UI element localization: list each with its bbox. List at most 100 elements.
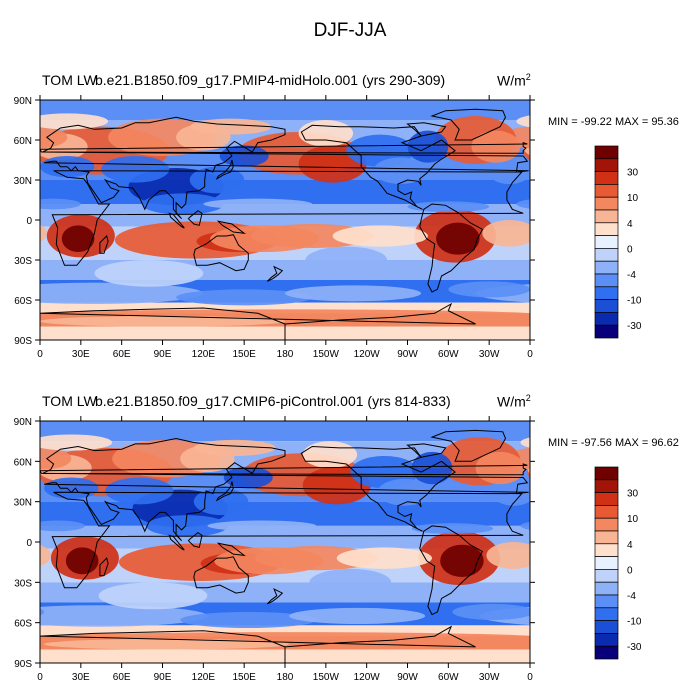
- lon-label: 120E: [192, 349, 216, 360]
- colorbar-label: 30: [627, 168, 639, 179]
- coastline-antarctica: [40, 625, 476, 663]
- field-contour: [40, 316, 285, 327]
- colorbar-label: 10: [627, 193, 639, 204]
- panel2-colorbar-box: [594, 492, 619, 506]
- field-contour: [520, 521, 530, 530]
- field-contour: [670, 445, 700, 472]
- field-contour: [684, 488, 700, 515]
- coastline-africa: [51, 491, 524, 589]
- lon-label: 150W: [313, 672, 340, 683]
- coastline-eurasia: [42, 437, 529, 542]
- panel1-colorbar-box: [594, 324, 619, 339]
- field-contour: [552, 225, 585, 252]
- colorbar-label: 4: [627, 540, 633, 551]
- lon-label: 90W: [397, 672, 418, 683]
- field-contour: [411, 451, 453, 485]
- figure-title: DJF-JJA: [313, 20, 387, 41]
- field-band: [40, 100, 530, 120]
- coastline-madagascar: [99, 557, 109, 577]
- field-contour: [40, 113, 109, 130]
- colorbar-label: -30: [627, 642, 642, 653]
- panel2-colorbar-box: [594, 620, 619, 634]
- field-contour: [0, 523, 3, 534]
- field-contour: [193, 488, 249, 516]
- field-contour: [40, 224, 47, 243]
- field-contour: [475, 451, 525, 485]
- lat-label: 30N: [14, 498, 32, 509]
- panel1-colorbar-box: [594, 209, 619, 224]
- panel1-colorbar-box: [594, 184, 619, 198]
- panel2-units: W/m2: [497, 393, 531, 410]
- panel2-case-title: b.e21.B1850.f09_g17.CMIP6-piControl.001 …: [95, 393, 451, 409]
- lon-label: 30W: [479, 672, 500, 683]
- field-contour: [332, 225, 428, 247]
- panel2-colorbar-box: [594, 517, 619, 532]
- lon-label: 120W: [354, 672, 381, 683]
- field-contour: [440, 544, 484, 577]
- field-contour: [520, 437, 530, 448]
- coastline-madagascar: [99, 235, 109, 254]
- field-contour: [493, 484, 530, 506]
- field-contour: [285, 285, 422, 302]
- field-contour: [40, 488, 45, 502]
- coastline-samerica: [419, 203, 484, 293]
- panel1-colorbar-box: [594, 222, 619, 236]
- panel2-left-title: TOM LW: [42, 393, 97, 409]
- field-contour: [40, 434, 113, 451]
- field-contour: [632, 193, 700, 214]
- panel2-colorbar-box: [594, 505, 619, 519]
- coastline-baffin: [406, 443, 447, 458]
- field-contour: [636, 515, 700, 537]
- field-contour: [305, 246, 388, 274]
- coastline-uk: [40, 142, 528, 154]
- lat-label: 0: [26, 538, 32, 549]
- field-contour: [40, 520, 85, 532]
- lon-label: 60E: [113, 672, 131, 683]
- field-contour: [203, 198, 313, 210]
- field-contour: [684, 440, 700, 456]
- lon-label: 150E: [232, 672, 256, 683]
- panel1-colorbar-box: [594, 312, 619, 326]
- field-contour: [486, 542, 530, 569]
- panel2-colorbar-box: [594, 530, 619, 545]
- field-band: [40, 625, 530, 637]
- lon-label: 150W: [313, 349, 340, 360]
- field-contour: [40, 282, 204, 304]
- panel1-colorbar-box: [594, 286, 619, 300]
- field-contour: [142, 193, 224, 215]
- field-contour: [223, 466, 273, 489]
- colorbar-label: -10: [627, 617, 642, 628]
- coastline-greenland: [430, 429, 507, 462]
- colorbar-label: -4: [627, 591, 636, 602]
- field-contour: [527, 462, 530, 474]
- field-contour: [40, 126, 68, 148]
- panel1-case-title: b.e21.B1850.f09_g17.PMIP4-midHolo.001 (y…: [95, 72, 446, 88]
- field-contour: [0, 531, 10, 585]
- field-contour: [40, 544, 51, 567]
- panel2-colorbar-box: [594, 543, 619, 557]
- panel1-colorbar-box: [594, 299, 619, 313]
- panel1-field: [40, 100, 700, 340]
- lat-label: 30N: [14, 176, 32, 187]
- panel2-min-max: MIN = -97.56 MAX = 96.62: [548, 437, 679, 449]
- field-contour: [666, 124, 700, 151]
- colorbar-label: -30: [627, 321, 642, 332]
- field-contour: [302, 441, 358, 469]
- lat-label: 90N: [14, 96, 32, 107]
- coastline-japan: [215, 481, 234, 502]
- panel2-colorbar-box: [594, 479, 619, 493]
- coastline-greenland: [430, 108, 507, 141]
- panel1-colorbar-box: [594, 248, 619, 262]
- coastline-borneo: [187, 210, 203, 226]
- colorbar-label: -4: [627, 270, 636, 281]
- lon-label: 30E: [72, 672, 90, 683]
- field-contour: [289, 607, 426, 625]
- lat-label: 90N: [14, 417, 32, 428]
- lon-label: 0: [527, 672, 533, 683]
- field-contour: [98, 582, 208, 610]
- lon-label: 30E: [72, 349, 90, 360]
- lat-label: 90S: [14, 336, 32, 347]
- coastline-baffin: [406, 122, 447, 137]
- panel1-colorbar-box: [594, 171, 619, 185]
